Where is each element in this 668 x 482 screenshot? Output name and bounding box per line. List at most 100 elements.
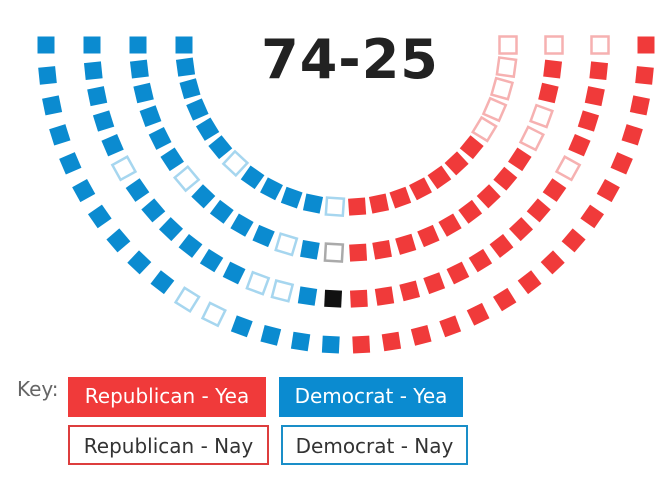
legend-democrat-yea: Democrat - Yea (279, 377, 463, 417)
seat-democrat-nay (245, 270, 271, 296)
seat-democrat-yea (186, 98, 209, 121)
seat-democrat-yea (160, 147, 184, 172)
seat-democrat-yea (83, 61, 103, 81)
seat-democrat-yea (297, 286, 318, 306)
seat-republican-yea (438, 213, 462, 237)
seat-democrat-yea (148, 126, 172, 150)
seat-republican-yea (409, 177, 432, 201)
seat-republican-yea (508, 147, 532, 172)
seat-democrat-yea (92, 110, 115, 132)
seat-democrat-nay (172, 164, 201, 193)
seat-other-nay (323, 242, 345, 263)
seat-republican-yea (399, 280, 421, 302)
seat-republican-yea (580, 204, 605, 229)
seat-democrat-yea (252, 224, 275, 248)
seat-democrat-yea (260, 177, 283, 201)
seat-republican-yea (493, 166, 518, 191)
seat-democrat-yea (101, 134, 124, 157)
seat-democrat-yea (127, 250, 152, 275)
seat-republican-yea (389, 186, 412, 209)
seat-democrat-nay (200, 301, 227, 328)
seat-republican-yea (540, 250, 565, 275)
seat-democrat-yea (83, 36, 101, 54)
seat-republican-nay (544, 35, 564, 55)
seat-democrat-yea (87, 204, 112, 229)
seat-democrat-yea (49, 124, 71, 146)
seat-republican-yea (372, 239, 392, 260)
seat-democrat-yea (150, 270, 175, 295)
seat-republican-yea (568, 134, 591, 157)
seat-republican-yea (596, 179, 620, 203)
seat-democrat-yea (125, 178, 150, 202)
seat-republican-yea (466, 302, 490, 326)
seat-democrat-yea (260, 325, 282, 346)
seat-republican-yea (349, 289, 368, 308)
key-label: Key: (17, 377, 59, 401)
seat-democrat-yea (300, 239, 320, 260)
seat-democrat-yea (175, 36, 193, 54)
seat-republican-yea (458, 199, 483, 224)
parliament-chart (37, 35, 655, 354)
legend-republican-nay: Republican - Nay (68, 425, 269, 465)
seat-republican-yea (423, 272, 446, 295)
seat-republican-yea (526, 198, 551, 223)
seat-republican-yea (517, 270, 542, 295)
legend-republican-yea: Republican - Yea (68, 377, 266, 417)
seat-republican-yea (621, 124, 643, 146)
seat-democrat-yea (106, 228, 131, 253)
seat-republican-yea (577, 110, 600, 132)
seat-republican-yea (459, 135, 484, 160)
seat-republican-yea (489, 233, 514, 258)
seat-republican-yea (492, 287, 517, 312)
seat-democrat-yea (230, 315, 253, 338)
seat-republican-yea (368, 193, 390, 214)
seat-democrat-yea (175, 57, 196, 77)
seat-democrat-yea (129, 36, 147, 54)
seat-democrat-yea (139, 105, 162, 127)
seat-republican-yea (381, 331, 402, 352)
seat-democrat-yea (321, 335, 340, 354)
seat-republican-nay (518, 125, 545, 152)
seat-republican-yea (542, 178, 567, 202)
seat-democrat-yea (222, 261, 246, 285)
seat-republican-yea (352, 335, 371, 354)
seat-democrat-yea (42, 95, 63, 116)
seat-democrat-yea (240, 165, 265, 190)
seat-democrat-yea (129, 59, 149, 79)
seat-democrat-yea (59, 152, 82, 175)
seat-democrat-yea (230, 213, 254, 237)
seat-republican-yea (417, 224, 440, 248)
seat-republican-nay (554, 155, 582, 182)
seat-democrat-yea (37, 36, 55, 54)
seat-democrat-yea (38, 66, 57, 85)
seat-democrat-yea (209, 199, 234, 224)
seat-democrat-yea (302, 193, 324, 214)
seat-republican-yea (561, 228, 586, 253)
seat-republican-yea (508, 217, 534, 242)
seat-republican-yea (444, 151, 469, 176)
seat-republican-nay (495, 56, 518, 79)
seat-democrat-nay (270, 279, 295, 303)
seat-democrat-yea (280, 186, 303, 209)
seat-republican-yea (637, 36, 655, 54)
seat-republican-yea (635, 66, 654, 85)
seat-republican-yea (427, 165, 452, 190)
seat-democrat-yea (195, 117, 220, 141)
seat-democrat-yea (158, 217, 184, 242)
seat-republican-nay (529, 103, 554, 129)
seat-republican-nay (471, 115, 498, 143)
legend-democrat-nay: Democrat - Nay (281, 425, 468, 465)
seat-republican-nay (498, 35, 518, 55)
seat-republican-yea (439, 315, 462, 338)
seat-democrat-nay (221, 149, 250, 178)
seat-republican-yea (476, 184, 501, 209)
seat-democrat-yea (191, 184, 216, 209)
seat-republican-yea (629, 95, 650, 116)
seat-democrat-nay (110, 155, 138, 182)
seat-democrat-yea (179, 78, 201, 100)
seat-republican-yea (349, 243, 368, 262)
seat-republican-yea (538, 82, 559, 104)
seat-democrat-nay (274, 232, 299, 257)
seat-republican-nay (590, 35, 610, 55)
seat-republican-yea (468, 248, 493, 273)
